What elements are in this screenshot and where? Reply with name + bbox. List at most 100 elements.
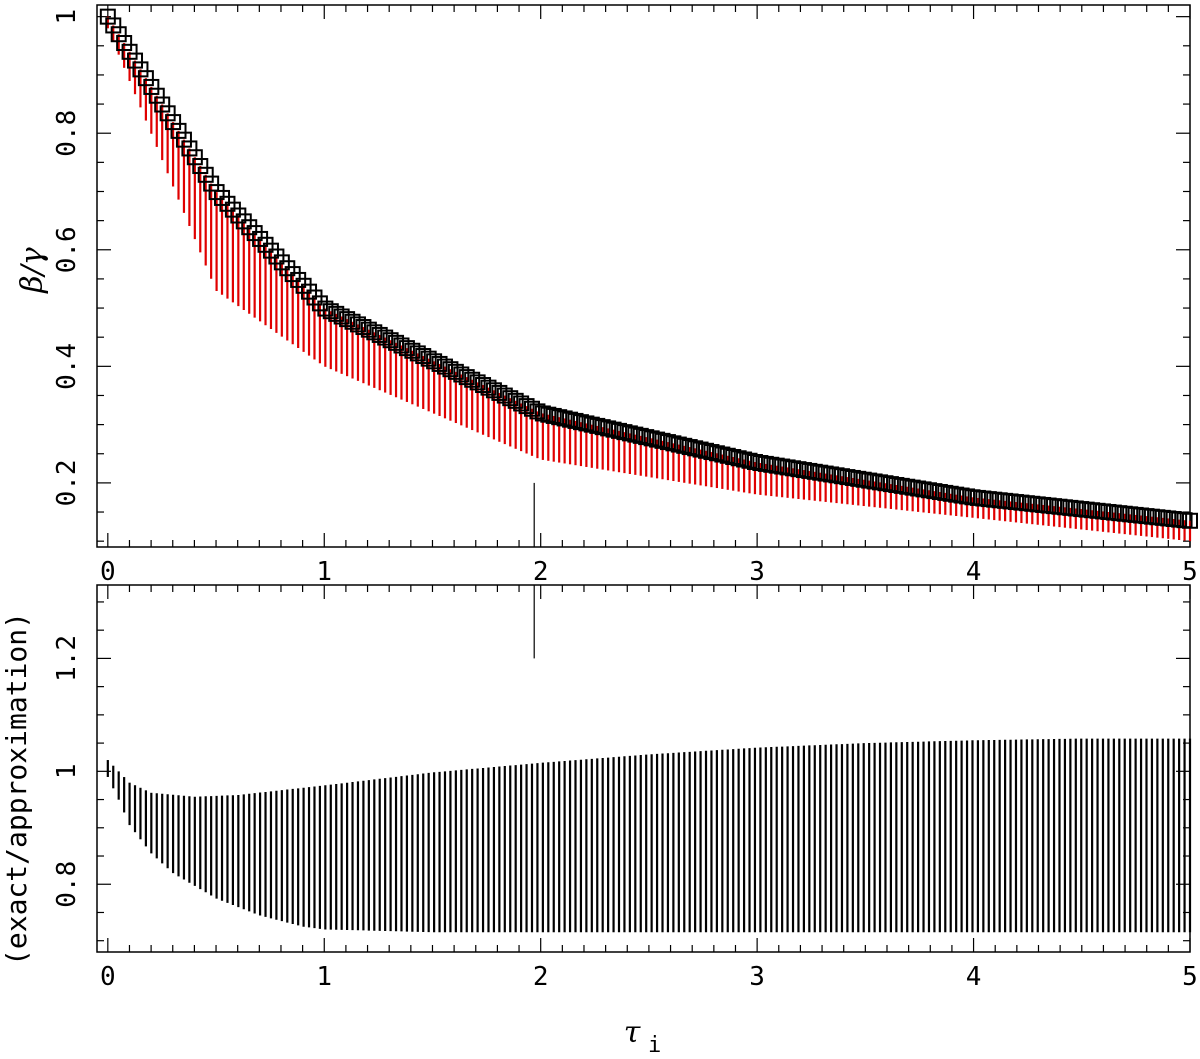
- top-y-tick-label: 0.2: [52, 459, 82, 506]
- square-marker: [741, 452, 758, 469]
- square-marker: [632, 427, 649, 444]
- square-marker: [431, 355, 448, 372]
- square-marker: [436, 358, 453, 375]
- square-marker: [485, 382, 502, 399]
- square-marker: [453, 366, 470, 383]
- square-marker: [621, 425, 638, 442]
- square-marker: [257, 236, 274, 253]
- bottom-x-tick-label: 5: [1182, 962, 1198, 992]
- square-marker: [616, 424, 633, 441]
- bottom-plot-area: [106, 738, 1192, 933]
- top-frame: [96, 4, 1191, 548]
- square-marker: [665, 435, 682, 452]
- square-marker: [295, 277, 312, 294]
- square-marker: [230, 207, 247, 224]
- square-marker: [611, 422, 628, 439]
- square-marker: [687, 440, 704, 457]
- square-marker: [116, 35, 133, 52]
- square-marker: [518, 398, 535, 415]
- top-y-tick-label: 1: [52, 9, 82, 25]
- top-y-tick-label: 0.6: [52, 226, 82, 273]
- square-marker: [165, 114, 182, 131]
- square-marker: [469, 374, 486, 391]
- square-marker: [99, 8, 116, 25]
- square-marker: [154, 96, 171, 113]
- square-marker: [110, 26, 127, 43]
- square-marker: [746, 453, 763, 470]
- square-marker: [170, 122, 187, 139]
- square-marker: [105, 17, 122, 34]
- top-axes: 0 1 2 3 4 5 0.2 0.4 0.6 0.8 1: [52, 4, 1198, 587]
- square-marker: [360, 321, 377, 338]
- square-marker: [290, 271, 307, 288]
- square-marker: [306, 289, 323, 306]
- square-marker: [175, 131, 192, 148]
- square-marker: [241, 219, 258, 236]
- square-marker: [600, 420, 617, 437]
- square-marker: [219, 195, 236, 212]
- square-marker: [339, 311, 356, 328]
- bottom-x-tick-label: 4: [966, 962, 982, 992]
- square-marker: [366, 324, 383, 341]
- square-marker: [562, 411, 579, 428]
- bottom-y-tick-label: 0.8: [52, 861, 82, 908]
- square-marker: [420, 350, 437, 367]
- square-marker: [235, 213, 252, 230]
- square-marker: [698, 442, 715, 459]
- square-marker: [328, 305, 345, 322]
- square-marker: [670, 436, 687, 453]
- square-marker: [714, 446, 731, 463]
- square-marker: [654, 432, 671, 449]
- square-marker: [382, 332, 399, 349]
- square-marker: [594, 419, 611, 436]
- bottom-x-tick-label: 0: [100, 962, 116, 992]
- top-x-tick-label: 5: [1182, 557, 1198, 587]
- square-marker: [540, 406, 557, 423]
- top-plot-area: [99, 8, 1198, 542]
- square-marker: [529, 403, 546, 420]
- bottom-x-tick-label: 1: [316, 962, 332, 992]
- square-marker: [127, 52, 144, 69]
- square-marker: [262, 242, 279, 259]
- x-axis-title-symbol: τ: [624, 1015, 641, 1050]
- square-marker: [589, 417, 606, 434]
- square-marker: [502, 390, 519, 407]
- square-marker: [393, 337, 410, 354]
- square-marker: [708, 445, 725, 462]
- square-marker: [415, 348, 432, 365]
- square-marker: [377, 329, 394, 346]
- square-marker: [355, 319, 372, 336]
- square-marker: [676, 437, 693, 454]
- square-marker: [317, 300, 334, 317]
- square-marker: [186, 149, 203, 166]
- x-axis-title-subscript: i: [648, 1033, 661, 1058]
- square-marker: [349, 316, 366, 333]
- bottom-black-segments: [106, 738, 1192, 933]
- square-marker: [523, 400, 540, 417]
- top-y-tick-label: 0.4: [52, 343, 82, 390]
- bottom-panel: 0 1 2 3 4 5 0.8 1 1.2: [52, 584, 1198, 992]
- square-marker: [458, 369, 475, 386]
- square-marker: [551, 409, 568, 426]
- top-x-tick-label: 3: [749, 557, 765, 587]
- square-marker: [426, 353, 443, 370]
- square-marker: [143, 78, 160, 95]
- square-marker: [442, 361, 459, 378]
- square-marker: [214, 189, 231, 206]
- top-red-segments: [106, 16, 1192, 542]
- square-marker: [475, 377, 492, 394]
- square-marker: [725, 449, 742, 466]
- square-marker: [371, 326, 388, 343]
- bottom-x-tick-label: 3: [749, 962, 765, 992]
- x-axis-title: τ i: [624, 1015, 662, 1058]
- top-x-tick-label: 4: [966, 557, 982, 587]
- top-square-markers: [99, 8, 1198, 529]
- square-marker: [638, 429, 655, 446]
- square-marker: [268, 248, 285, 265]
- square-marker: [545, 407, 562, 424]
- square-marker: [192, 158, 209, 175]
- square-marker: [273, 254, 290, 271]
- square-marker: [404, 342, 421, 359]
- square-marker: [556, 410, 573, 427]
